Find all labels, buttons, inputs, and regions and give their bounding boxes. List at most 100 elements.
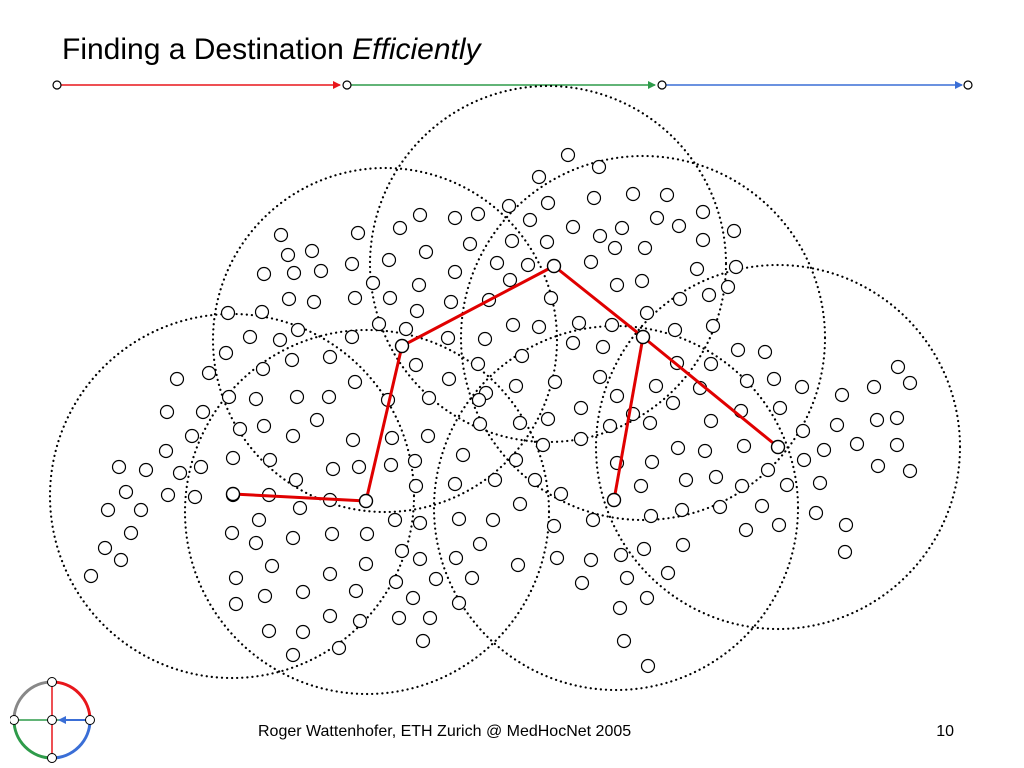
network-node (477, 331, 493, 347)
network-node (553, 486, 569, 502)
network-node (639, 590, 655, 606)
network-node (261, 623, 277, 639)
network-node (501, 198, 517, 214)
network-node (470, 206, 486, 222)
network-node (838, 517, 854, 533)
network-node (583, 552, 599, 568)
network-node (322, 349, 338, 365)
network-node (636, 541, 652, 557)
network-node (472, 416, 488, 432)
network-node (546, 518, 562, 534)
route-node (394, 338, 410, 354)
network-node (348, 583, 364, 599)
network-node (644, 454, 660, 470)
network-node (757, 344, 773, 360)
progress-node (52, 80, 62, 90)
network-node (675, 537, 691, 553)
network-node (387, 512, 403, 528)
network-node (585, 512, 601, 528)
network-node (834, 387, 850, 403)
logo-node (85, 715, 95, 725)
network-node (295, 624, 311, 640)
network-node (254, 304, 270, 320)
route-node (225, 486, 241, 502)
network-node (285, 647, 301, 663)
network-node (573, 400, 589, 416)
network-node (359, 526, 375, 542)
network-node (441, 371, 457, 387)
network-node (169, 371, 185, 387)
logo-arrow-head (58, 716, 66, 724)
network-node (540, 195, 556, 211)
network-node (667, 322, 683, 338)
network-node (412, 207, 428, 223)
network-node (796, 452, 812, 468)
network-node (365, 275, 381, 291)
network-node (738, 522, 754, 538)
network-node (224, 525, 240, 541)
network-node (447, 210, 463, 226)
network-node (712, 499, 728, 515)
network-node (602, 418, 618, 434)
network-node (760, 462, 776, 478)
network-node (394, 543, 410, 559)
route-node (546, 258, 562, 274)
network-node (280, 247, 296, 263)
network-node (889, 437, 905, 453)
network-node (531, 169, 547, 185)
network-node (248, 535, 264, 551)
network-node (512, 415, 528, 431)
network-node (187, 489, 203, 505)
route-node (770, 439, 786, 455)
route-path (225, 258, 786, 509)
network-node (251, 512, 267, 528)
network-node (321, 389, 337, 405)
network-node (639, 305, 655, 321)
network-node (218, 345, 234, 361)
progress-node (963, 80, 973, 90)
network-diagram (48, 80, 973, 696)
network-node (586, 190, 602, 206)
network-node (695, 232, 711, 248)
network-node (113, 552, 129, 568)
network-node (412, 551, 428, 567)
network-node (242, 329, 258, 345)
network-node (322, 566, 338, 582)
network-node (448, 550, 464, 566)
network-node (345, 432, 361, 448)
network-node (285, 530, 301, 546)
logo-arc-red (51, 680, 92, 721)
route-branch-line (612, 336, 645, 501)
network-node (849, 436, 865, 452)
network-node (160, 487, 176, 503)
network-node (634, 273, 650, 289)
network-node (701, 287, 717, 303)
radio-range-circle (211, 166, 559, 514)
network-node (184, 428, 200, 444)
network-node (795, 423, 811, 439)
network-node (708, 469, 724, 485)
network-node (158, 443, 174, 459)
network-node (754, 498, 770, 514)
network-node (671, 218, 687, 234)
network-node (672, 291, 688, 307)
network-node (256, 266, 272, 282)
network-node (421, 390, 437, 406)
network-node (625, 186, 641, 202)
network-node (866, 379, 882, 395)
network-node (220, 305, 236, 321)
network-node (659, 187, 675, 203)
network-node (451, 595, 467, 611)
network-node (614, 220, 630, 236)
network-node (504, 233, 520, 249)
route-line (232, 264, 779, 503)
network-node (531, 319, 547, 335)
network-node (595, 339, 611, 355)
network-node (560, 147, 576, 163)
page-number: 10 (936, 723, 954, 740)
network-node (358, 556, 374, 572)
network-node (674, 502, 690, 518)
network-node (527, 472, 543, 488)
title-emphasis: Efficiently (352, 33, 481, 66)
progress-arrow-blue (955, 81, 963, 89)
